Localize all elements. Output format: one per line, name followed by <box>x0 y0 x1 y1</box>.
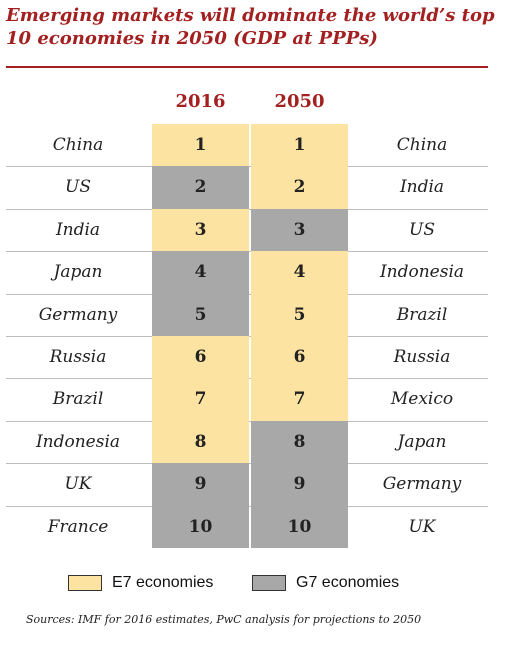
rank-number: 8 <box>194 432 207 452</box>
country-label-y2016-1: China <box>52 135 104 155</box>
country-label-y2050-3: US <box>409 220 435 240</box>
rank-cell-y2016-1: 1 <box>152 124 249 166</box>
rank-cell-y2016-8: 8 <box>152 421 249 463</box>
rank-cell-y2050-4: 4 <box>251 251 348 294</box>
rank-number: 9 <box>194 474 207 494</box>
country-label-y2016-5: Germany <box>38 305 118 325</box>
rank-cell-y2050-7: 7 <box>251 378 348 421</box>
rank-cell-y2050-10: 10 <box>251 506 348 548</box>
country-label-y2016-8: Indonesia <box>35 432 121 452</box>
rank-number: 6 <box>194 347 207 367</box>
country-label-y2016-6: Russia <box>49 347 107 367</box>
country-label-y2050-8: Japan <box>397 432 447 452</box>
year-header-2016: 2016 <box>175 91 226 112</box>
country-label-y2050-9: Germany <box>382 474 462 494</box>
rank-cell-y2016-6: 6 <box>152 336 249 378</box>
rank-cell-y2050-1: 1 <box>251 124 348 166</box>
rank-cell-y2050-5: 5 <box>251 294 348 336</box>
rank-cell-y2016-10: 10 <box>152 506 249 548</box>
country-label-y2050-1: China <box>396 135 448 155</box>
rank-cell-y2050-6: 6 <box>251 336 348 378</box>
rank-cell-y2050-3: 3 <box>251 209 348 251</box>
rank-number: 10 <box>188 517 213 537</box>
rank-number: 9 <box>293 474 306 494</box>
rank-cell-y2050-2: 2 <box>251 166 348 209</box>
legend-label-g7: G7 economies <box>296 574 400 591</box>
country-label-y2050-10: UK <box>408 517 436 537</box>
legend-swatch-e7 <box>68 575 102 591</box>
rank-number: 3 <box>194 220 207 240</box>
legend-label-e7: E7 economies <box>112 574 214 591</box>
chart-title: Emerging markets will dominate the world… <box>6 5 495 49</box>
rank-number: 6 <box>293 347 306 367</box>
country-label-y2016-10: France <box>47 517 109 537</box>
country-label-y2050-7: Mexico <box>390 389 454 409</box>
country-label-y2050-6: Russia <box>393 347 451 367</box>
rank-number: 5 <box>293 305 306 325</box>
year-header-2050: 2050 <box>274 91 325 112</box>
legend-swatch-g7 <box>252 575 286 591</box>
rank-number: 1 <box>194 135 207 155</box>
rank-cell-y2050-8: 8 <box>251 421 348 463</box>
rank-cell-y2016-2: 2 <box>152 166 249 209</box>
country-label-y2016-3: India <box>55 220 101 240</box>
rank-number: 3 <box>293 220 306 240</box>
source-note: Sources: IMF for 2016 estimates, PwC ana… <box>26 613 422 626</box>
rank-number: 10 <box>287 517 312 537</box>
country-label-y2016-2: US <box>65 177 91 197</box>
rank-cell-y2016-7: 7 <box>152 378 249 421</box>
rank-cell-y2016-3: 3 <box>152 209 249 251</box>
rank-cell-y2016-9: 9 <box>152 463 249 506</box>
rank-cell-y2050-9: 9 <box>251 463 348 506</box>
rank-cell-y2016-5: 5 <box>152 294 249 336</box>
legend: E7 economies G7 economies <box>0 572 506 594</box>
rank-number: 1 <box>293 135 306 155</box>
country-label-y2050-4: Indonesia <box>379 262 465 282</box>
country-label-y2016-4: Japan <box>53 262 103 282</box>
rank-number: 7 <box>293 389 306 409</box>
rank-number: 2 <box>194 177 207 197</box>
rank-number: 4 <box>194 262 207 282</box>
rank-number: 2 <box>293 177 306 197</box>
country-label-y2050-2: India <box>399 177 445 197</box>
rank-table: 2016 2050 1 China 2 US 3 India 4 Japan 5 Germany 6… <box>6 91 488 548</box>
rank-number: 4 <box>293 262 306 282</box>
rank-number: 5 <box>194 305 207 325</box>
title-divider <box>6 66 488 68</box>
country-label-y2050-5: Brazil <box>396 305 448 325</box>
rank-cell-y2016-4: 4 <box>152 251 249 294</box>
country-label-y2016-9: UK <box>64 474 92 494</box>
rank-number: 8 <box>293 432 306 452</box>
rank-number: 7 <box>194 389 207 409</box>
country-label-y2016-7: Brazil <box>52 389 104 409</box>
